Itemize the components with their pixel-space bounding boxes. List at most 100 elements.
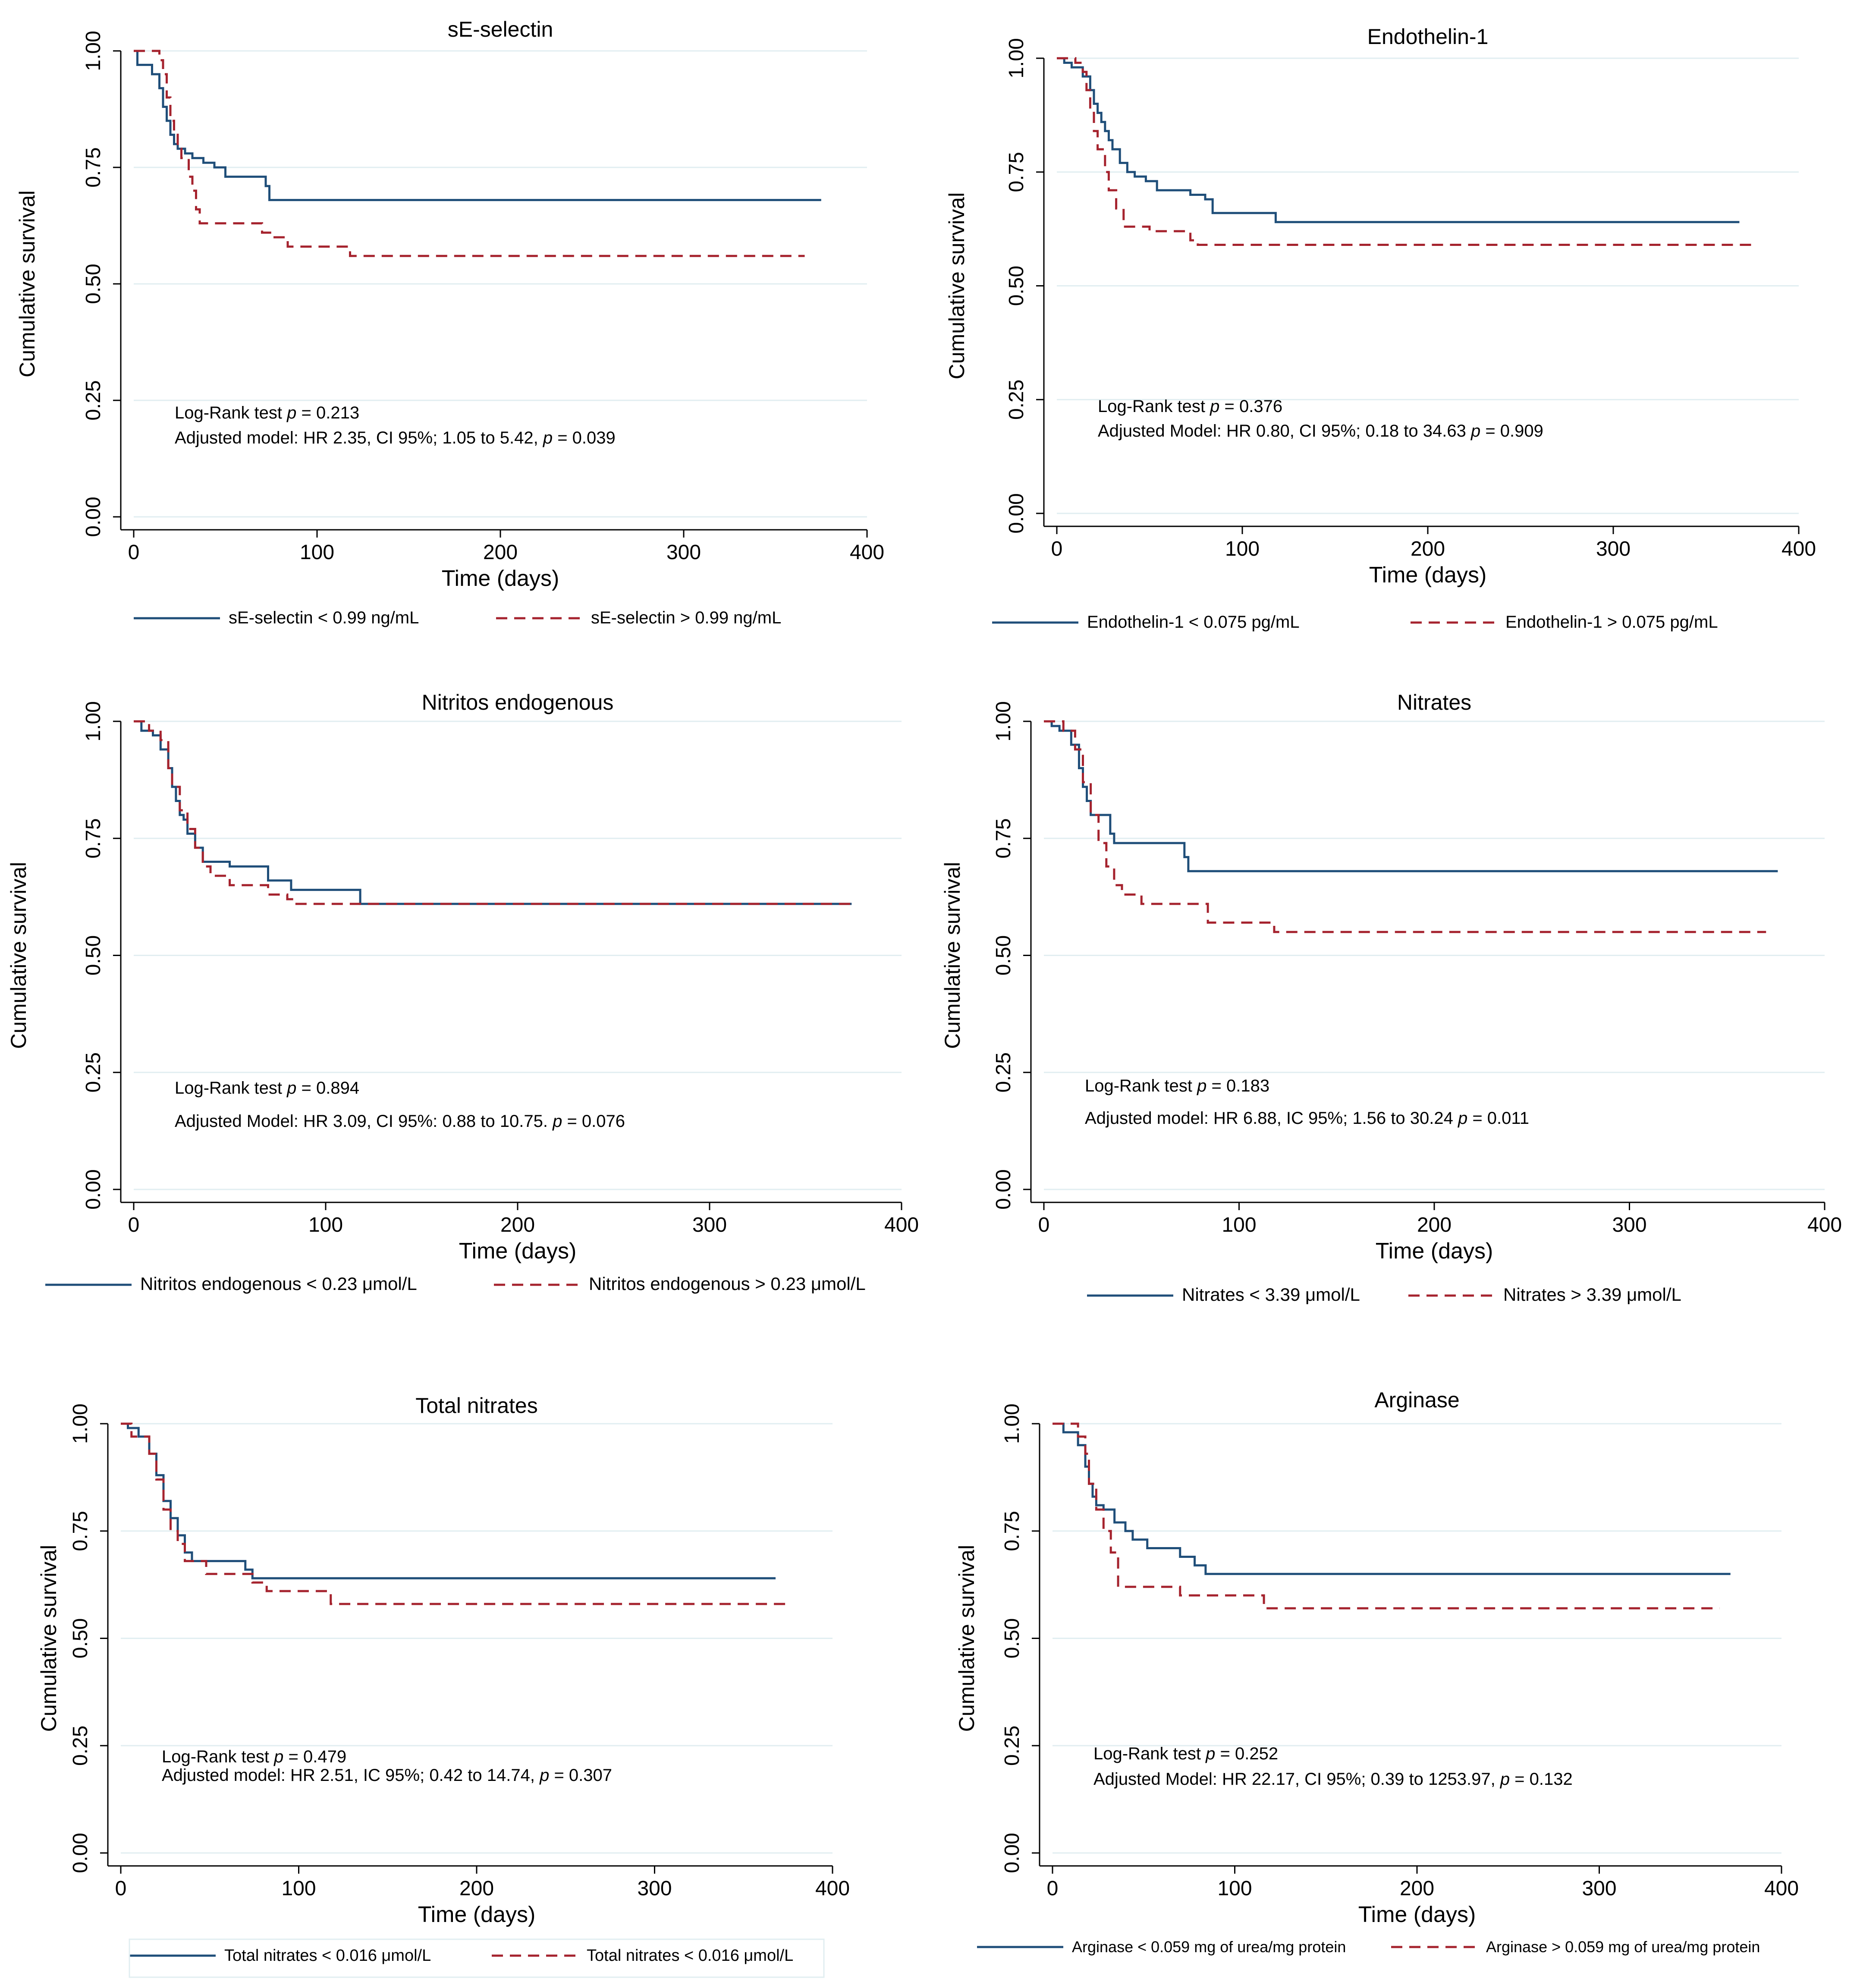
y-tick-label: 0.00 bbox=[1005, 493, 1028, 533]
annotation-text: Adjusted model: HR 2.51, IC 95%; 0.42 to… bbox=[162, 1766, 612, 1785]
x-axis-title: Time (days) bbox=[1376, 1239, 1493, 1264]
y-tick-label: 0.00 bbox=[82, 497, 105, 537]
x-tick-label: 200 bbox=[459, 1877, 494, 1900]
y-axis-title: Cumulative survival bbox=[955, 1545, 979, 1732]
x-tick-label: 400 bbox=[815, 1877, 850, 1900]
survival-curve-high bbox=[1053, 1422, 1720, 1610]
chart-title: Nitritos endogenous bbox=[422, 690, 614, 714]
x-tick-label: 0 bbox=[128, 1214, 140, 1236]
survival-curve-low bbox=[121, 1422, 776, 1579]
x-tick-label: 400 bbox=[1781, 538, 1816, 560]
survival-curve-low bbox=[134, 50, 821, 201]
y-tick-label: 0.00 bbox=[69, 1833, 92, 1873]
legend-label-low: Arginase < 0.059 mg of urea/mg protein bbox=[1072, 1938, 1346, 1956]
survival-curve-low bbox=[1057, 57, 1740, 223]
annotation-text: Log-Rank test p = 0.894 bbox=[175, 1079, 359, 1098]
x-tick-label: 300 bbox=[1582, 1877, 1616, 1900]
survival-curve-high bbox=[121, 1422, 790, 1605]
annotation-text: Log-Rank test p = 0.183 bbox=[1085, 1076, 1269, 1095]
x-tick-label: 200 bbox=[1411, 538, 1445, 560]
x-tick-label: 300 bbox=[692, 1214, 727, 1236]
survival-curve-high bbox=[134, 50, 805, 257]
y-tick-label: 1.00 bbox=[69, 1403, 92, 1444]
y-tick-label: 0.00 bbox=[1001, 1833, 1024, 1873]
legend-box bbox=[129, 1938, 825, 1978]
y-tick-label: 0.75 bbox=[1001, 1511, 1024, 1551]
y-tick-label: 0.25 bbox=[1005, 380, 1028, 420]
legend-label-high: sE-selectin > 0.99 ng/mL bbox=[591, 608, 781, 627]
chart-panel-3: 0.00 0.25 0.50 0.75 1.00 0 100 200 300 400 Nitrito… bbox=[6, 690, 919, 1294]
chart-panel-4: 0.00 0.25 0.50 0.75 1.00 0 100 200 300 400 Nitrate… bbox=[940, 690, 1842, 1305]
x-tick-label: 100 bbox=[1217, 1877, 1252, 1900]
x-tick-label: 400 bbox=[1807, 1214, 1842, 1236]
x-axis-title: Time (days) bbox=[1369, 563, 1487, 588]
x-tick-label: 400 bbox=[1764, 1877, 1799, 1900]
y-tick-label: 0.75 bbox=[82, 818, 105, 859]
x-tick-label: 0 bbox=[1038, 1214, 1050, 1236]
y-tick-label: 0.25 bbox=[82, 380, 105, 420]
legend-label-high: Total nitrates < 0.016 μmol/L bbox=[587, 1947, 793, 1965]
y-tick-label: 0.50 bbox=[992, 935, 1015, 975]
x-tick-label: 400 bbox=[884, 1214, 919, 1236]
chart-title: sE-selectin bbox=[448, 17, 553, 41]
chart-panel-1: 0.00 0.25 0.50 0.75 1.00 0 100 200 300 400 sE-sele… bbox=[15, 17, 884, 627]
survival-curve-high bbox=[134, 720, 852, 905]
annotation-text: Log-Rank test p = 0.376 bbox=[1098, 397, 1282, 416]
survival-curve-high bbox=[1044, 720, 1766, 933]
annotation-text: Log-Rank test p = 0.479 bbox=[162, 1747, 346, 1766]
y-axis-title: Cumulative survival bbox=[6, 862, 31, 1049]
y-axis-title: Cumulative survival bbox=[940, 862, 965, 1049]
legend-label-high: Nitrates > 3.39 μmol/L bbox=[1503, 1284, 1681, 1305]
annotation-text: Log-Rank test p = 0.213 bbox=[175, 403, 359, 422]
survival-curve-low bbox=[1053, 1422, 1731, 1575]
y-axis-title: Cumulative survival bbox=[945, 192, 969, 379]
y-axis-title: Cumulative survival bbox=[15, 190, 39, 377]
y-tick-label: 0.50 bbox=[1001, 1618, 1024, 1658]
y-tick-label: 0.25 bbox=[1001, 1726, 1024, 1766]
x-tick-label: 300 bbox=[1612, 1214, 1646, 1236]
y-tick-label: 1.00 bbox=[82, 31, 105, 71]
y-tick-label: 1.00 bbox=[82, 701, 105, 741]
annotation-text: Adjusted Model: HR 3.09, CI 95%: 0.88 to… bbox=[175, 1112, 625, 1131]
x-tick-label: 300 bbox=[666, 541, 701, 564]
legend-label-high: Endothelin-1 > 0.075 pg/mL bbox=[1505, 613, 1718, 632]
annotation-text: Adjusted Model: HR 22.17, CI 95%; 0.39 t… bbox=[1093, 1770, 1573, 1789]
x-tick-label: 200 bbox=[1417, 1214, 1452, 1236]
x-tick-label: 0 bbox=[1051, 538, 1063, 560]
annotation-text: Adjusted model: HR 6.88, IC 95%; 1.56 to… bbox=[1085, 1109, 1529, 1128]
x-tick-label: 100 bbox=[1225, 538, 1260, 560]
annotation-text: Adjusted model: HR 2.35, CI 95%; 1.05 to… bbox=[175, 428, 616, 447]
x-axis-title: Time (days) bbox=[1358, 1902, 1476, 1927]
x-axis-title: Time (days) bbox=[442, 566, 559, 591]
legend-label-low: Endothelin-1 < 0.075 pg/mL bbox=[1087, 613, 1300, 632]
legend-label-high: Nitritos endogenous > 0.23 μmol/L bbox=[589, 1274, 866, 1294]
y-tick-label: 0.25 bbox=[69, 1726, 92, 1766]
x-tick-label: 200 bbox=[483, 541, 518, 564]
x-tick-label: 200 bbox=[500, 1214, 535, 1236]
x-tick-label: 300 bbox=[637, 1877, 672, 1900]
annotation-text: Adjusted Model: HR 0.80, CI 95%; 0.18 to… bbox=[1098, 422, 1543, 440]
y-tick-label: 0.50 bbox=[1005, 266, 1028, 306]
legend-label-low: sE-selectin < 0.99 ng/mL bbox=[229, 608, 419, 627]
y-tick-label: 0.75 bbox=[992, 818, 1015, 859]
y-tick-label: 0.75 bbox=[69, 1511, 92, 1551]
y-tick-label: 0.25 bbox=[82, 1052, 105, 1092]
legend-label-low: Nitritos endogenous < 0.23 μmol/L bbox=[140, 1274, 417, 1294]
legend-label-low: Total nitrates < 0.016 μmol/L bbox=[224, 1947, 431, 1965]
y-tick-label: 0.00 bbox=[82, 1169, 105, 1209]
survival-curve-low bbox=[1044, 720, 1778, 872]
x-tick-label: 0 bbox=[128, 541, 140, 564]
y-tick-label: 0.75 bbox=[1005, 152, 1028, 192]
chart-title: Total nitrates bbox=[415, 1393, 537, 1418]
y-tick-label: 0.75 bbox=[82, 147, 105, 187]
x-tick-label: 100 bbox=[281, 1877, 316, 1900]
y-tick-label: 1.00 bbox=[1005, 38, 1028, 78]
chart-title: Arginase bbox=[1374, 1388, 1459, 1412]
y-tick-label: 1.00 bbox=[1001, 1403, 1024, 1444]
legend-label-high: Arginase > 0.059 mg of urea/mg protein bbox=[1486, 1938, 1760, 1956]
chart-panel-5: 0.00 0.25 0.50 0.75 1.00 0 100 200 300 400 Total n… bbox=[37, 1393, 850, 1965]
y-tick-label: 0.50 bbox=[82, 264, 105, 304]
y-tick-label: 0.50 bbox=[82, 935, 105, 975]
x-axis-title: Time (days) bbox=[459, 1239, 577, 1264]
